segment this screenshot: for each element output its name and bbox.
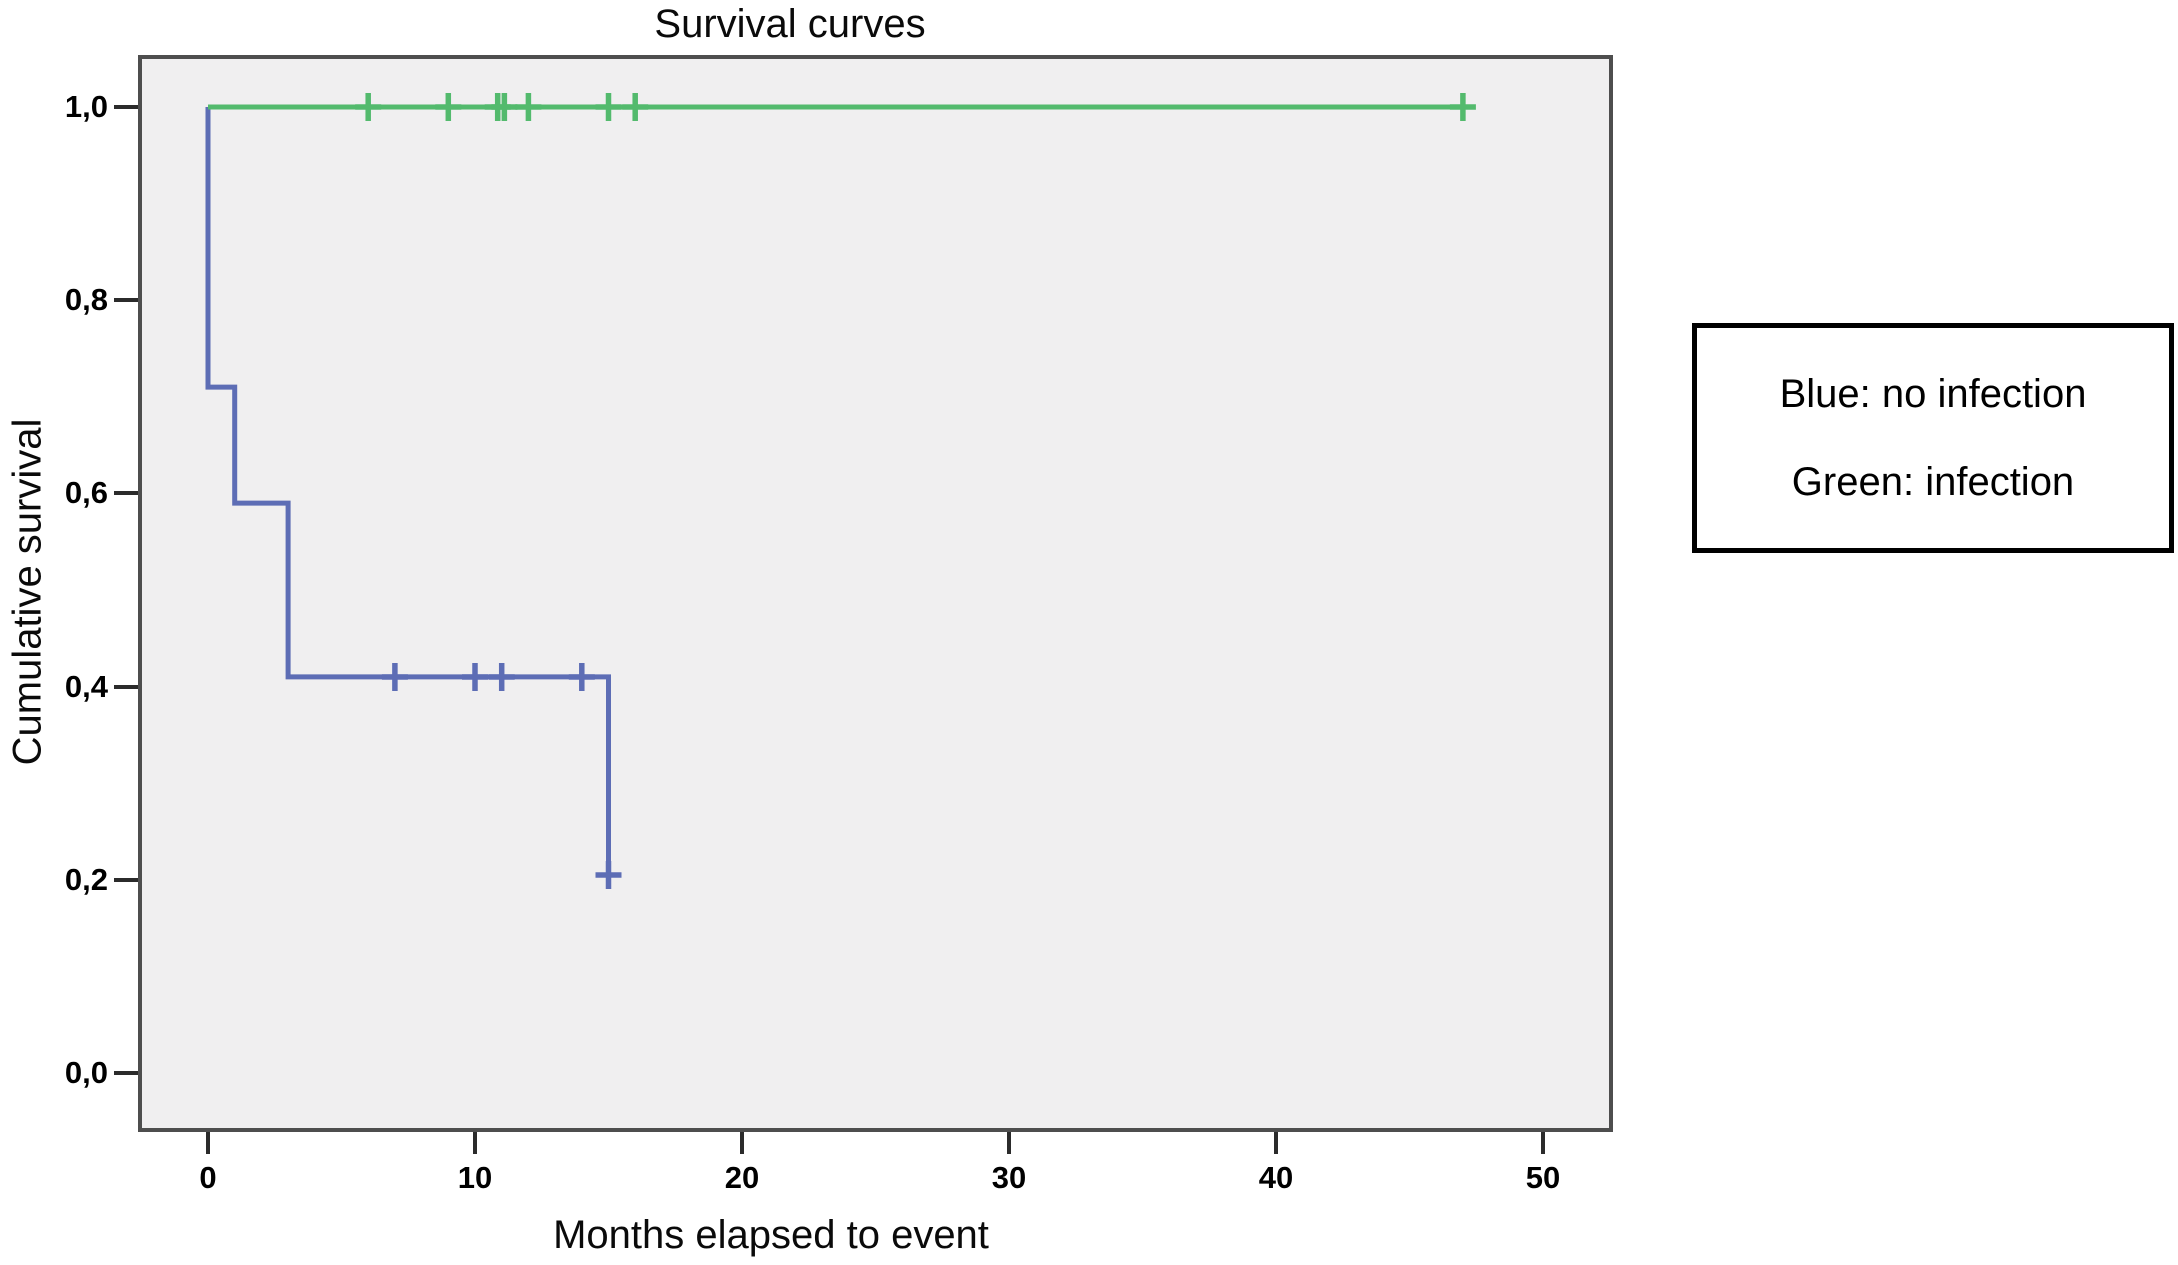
y-tick-label: 0,0 [64, 1055, 108, 1090]
censor-mark-no-infection [488, 662, 515, 691]
chart-title: Survival curves [654, 2, 926, 46]
x-tick-label: 10 [457, 1160, 493, 1195]
y-tick-mark [114, 877, 138, 882]
censor-mark-infection [435, 93, 462, 121]
censor-mark-no-infection [462, 662, 488, 691]
censor-mark-no-infection [381, 662, 408, 691]
y-tick-mark [114, 684, 138, 689]
y-tick-label: 0,2 [64, 861, 108, 897]
x-tick-mark [1007, 1132, 1011, 1154]
x-axis-title: Months elapsed to event [553, 1213, 989, 1257]
x-tick-mark [1541, 1132, 1545, 1154]
legend-box: Blue: no infection Green: infection [1692, 323, 2174, 553]
y-axis-title: Cumulative survival [5, 418, 50, 766]
censor-mark-infection [355, 93, 382, 121]
y-tick-mark [114, 298, 138, 303]
censor-mark-infection [515, 93, 542, 121]
censor-mark-infection [1449, 93, 1476, 121]
x-tick-mark [473, 1132, 477, 1154]
x-tick-mark [206, 1132, 210, 1154]
y-tick-label: 0,4 [64, 668, 108, 704]
censor-mark-infection [595, 93, 622, 121]
x-tick-label: 30 [991, 1160, 1027, 1195]
survival-curves-plot [205, 93, 1476, 889]
censor-mark-no-infection [568, 662, 595, 691]
x-tick-label: 20 [724, 1160, 760, 1195]
y-tick-label: 1,0 [64, 89, 108, 124]
x-tick-label: 0 [199, 1160, 217, 1195]
survival-curve-no-infection [205, 107, 611, 875]
plot-area [138, 55, 1613, 1132]
y-tick-label: 0,8 [64, 282, 108, 318]
y-tick-mark [114, 105, 138, 109]
x-tick-mark [1274, 1132, 1278, 1154]
legend-line-blue: Blue: no infection [1779, 372, 2087, 416]
censor-mark-no-infection [595, 860, 622, 889]
legend-line-green: Green: infection [1791, 460, 2075, 504]
y-tick-mark [114, 1071, 138, 1075]
censor-mark-infection [491, 93, 518, 121]
censor-mark-infection [622, 93, 649, 121]
y-tick-mark [114, 491, 138, 496]
x-tick-label: 40 [1258, 1160, 1294, 1195]
y-tick-label: 0,6 [64, 475, 108, 511]
x-tick-label: 50 [1525, 1160, 1561, 1195]
x-tick-mark [740, 1132, 744, 1154]
